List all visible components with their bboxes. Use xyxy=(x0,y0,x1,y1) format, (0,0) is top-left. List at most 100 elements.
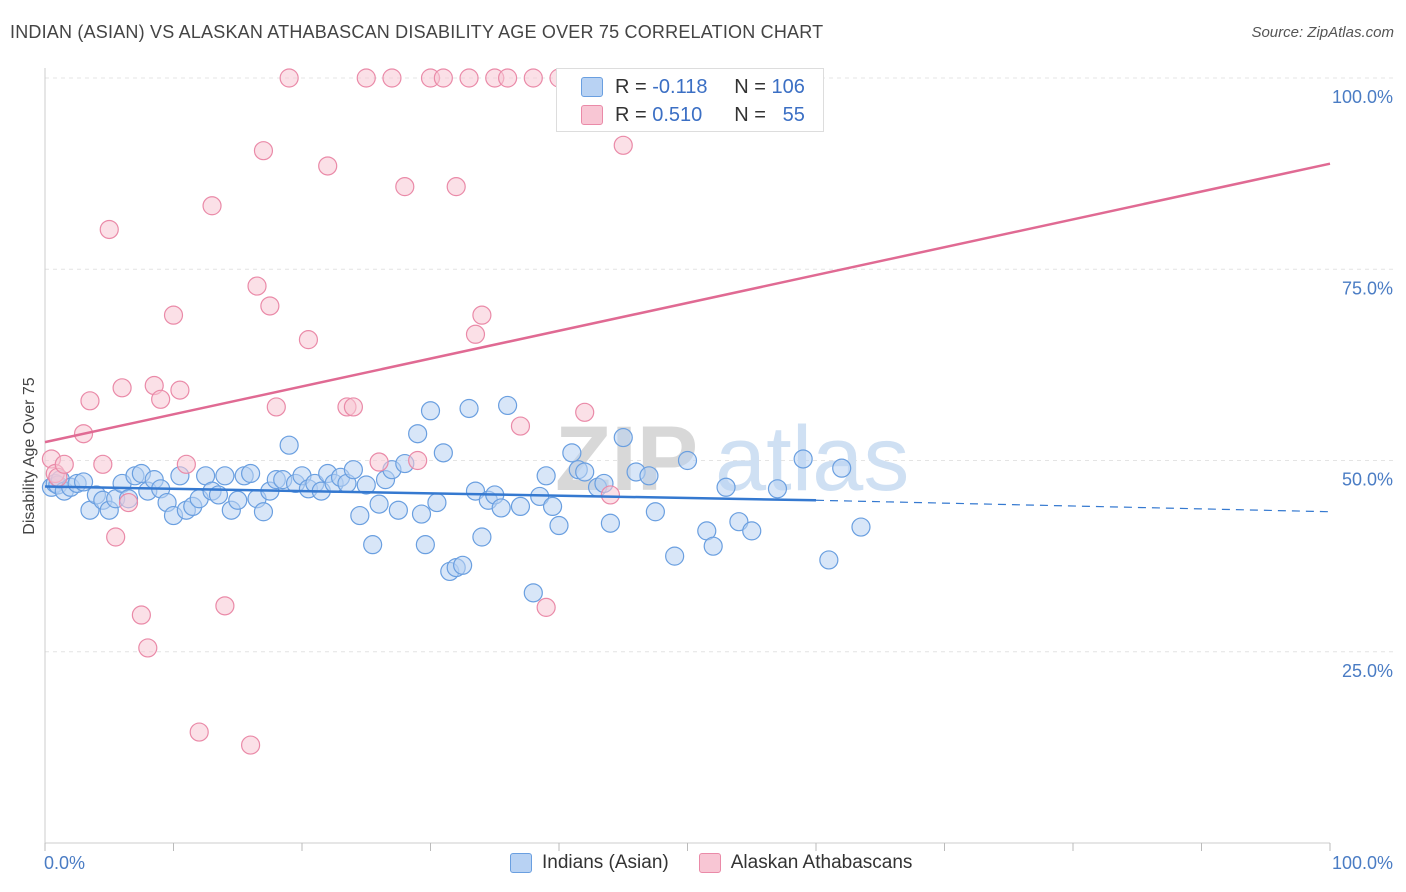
point-athabascans xyxy=(247,276,267,296)
point-athabascans xyxy=(536,597,556,617)
point-indians xyxy=(716,477,736,497)
point-indians xyxy=(343,460,363,480)
y-tick-label: 100.0% xyxy=(1332,87,1393,107)
point-indians xyxy=(542,496,563,516)
point-indians xyxy=(645,502,665,522)
n-label: N = xyxy=(734,103,766,126)
point-athabascans xyxy=(151,389,171,409)
point-athabascans xyxy=(465,324,486,344)
point-indians xyxy=(453,555,473,575)
point-athabascans xyxy=(189,722,209,742)
point-indians xyxy=(241,463,261,484)
point-athabascans xyxy=(54,454,74,474)
point-indians xyxy=(742,521,762,541)
point-indians xyxy=(472,527,492,547)
chart-title: INDIAN (ASIAN) VS ALASKAN ATHABASCAN DIS… xyxy=(10,22,824,42)
tick-labels: 100.0% 75.0% 50.0% 25.0% 0.0% 100.0% xyxy=(44,87,1393,873)
point-athabascans xyxy=(279,68,299,88)
point-indians xyxy=(703,536,723,556)
point-athabascans xyxy=(260,296,280,316)
point-athabascans xyxy=(163,305,184,325)
point-athabascans xyxy=(510,416,531,436)
y-tick-label: 50.0% xyxy=(1342,470,1393,490)
r-value: -0.118 xyxy=(652,75,708,98)
r-label: R = xyxy=(615,75,647,98)
point-indians xyxy=(279,435,299,455)
point-athabascans xyxy=(215,596,235,616)
point-indians xyxy=(767,479,788,499)
point-athabascans xyxy=(408,450,428,471)
point-indians xyxy=(415,535,435,555)
point-athabascans xyxy=(112,378,132,398)
source-label: Source: ZipAtlas.com xyxy=(1251,24,1394,41)
point-indians xyxy=(523,583,543,603)
point-indians xyxy=(228,490,248,510)
point-indians xyxy=(350,505,370,526)
point-athabascans xyxy=(613,135,633,155)
point-indians xyxy=(491,498,511,518)
point-indians xyxy=(639,466,659,486)
point-indians xyxy=(433,443,453,463)
trend-lines xyxy=(44,162,1331,513)
point-indians xyxy=(498,395,518,416)
point-athabascans xyxy=(298,330,319,350)
point-athabascans xyxy=(600,485,621,505)
point-athabascans xyxy=(118,492,139,513)
point-indians xyxy=(215,466,235,486)
y-tick-label: 75.0% xyxy=(1342,278,1393,298)
point-athabascans xyxy=(80,391,100,411)
point-indians xyxy=(575,462,595,482)
point-athabascans xyxy=(253,141,274,161)
x-tick-label: 100.0% xyxy=(1332,853,1393,873)
point-indians xyxy=(793,449,813,469)
legend-label-athabascans: Alaskan Athabascans xyxy=(730,852,913,873)
stats-row-athabascans: R = 0.510 N = 55 xyxy=(581,101,805,129)
y-axis-title: Disability Age Over 75 xyxy=(21,377,38,535)
point-athabascans xyxy=(131,605,151,625)
point-athabascans xyxy=(202,196,222,216)
x-tick-label: 0.0% xyxy=(44,853,85,873)
point-athabascans xyxy=(106,527,126,547)
r-label: R = xyxy=(615,103,647,126)
point-indians xyxy=(408,424,428,444)
point-indians xyxy=(549,515,569,536)
point-athabascans xyxy=(176,454,196,474)
point-indians xyxy=(562,443,582,463)
point-athabascans xyxy=(369,452,389,472)
point-indians xyxy=(677,450,698,471)
point-indians xyxy=(510,496,531,516)
point-athabascans xyxy=(446,177,466,197)
point-athabascans xyxy=(318,156,338,176)
point-indians xyxy=(832,458,852,478)
stats-legend: R = -0.118 N = 106 R = 0.510 N = 55 xyxy=(556,68,824,132)
point-athabascans xyxy=(170,380,190,400)
point-athabascans xyxy=(575,402,595,422)
y-tick-label: 25.0% xyxy=(1342,661,1393,681)
point-athabascans xyxy=(472,305,492,325)
point-indians xyxy=(459,398,479,419)
point-athabascans xyxy=(266,397,286,417)
stats-row-indians: R = -0.118 N = 106 xyxy=(581,73,805,101)
point-athabascans xyxy=(356,68,376,88)
point-athabascans xyxy=(99,219,119,240)
legend-swatch-athabascans-icon xyxy=(698,853,721,873)
point-athabascans xyxy=(433,68,453,88)
point-athabascans xyxy=(93,454,113,474)
series-legend: Indians (Asian) Alaskan Athabascans xyxy=(510,852,912,874)
trend-line-athabascans xyxy=(44,162,1331,444)
trend-line-indians xyxy=(44,485,817,502)
r-value: 0.510 xyxy=(652,103,703,126)
point-indians xyxy=(851,517,871,537)
point-athabascans xyxy=(459,68,479,88)
point-indians xyxy=(613,427,633,448)
point-indians xyxy=(356,475,376,495)
point-athabascans xyxy=(241,735,261,755)
point-indians xyxy=(253,502,274,522)
point-indians xyxy=(536,466,556,486)
point-indians xyxy=(363,535,383,555)
point-indians xyxy=(427,492,447,513)
swatch-athabascans-icon xyxy=(581,105,603,125)
point-athabascans xyxy=(498,68,518,88)
point-indians xyxy=(369,494,389,514)
